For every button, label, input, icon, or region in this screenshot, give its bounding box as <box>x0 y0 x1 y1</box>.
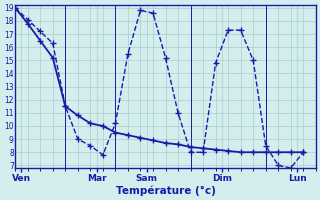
X-axis label: Température (°c): Température (°c) <box>116 185 215 196</box>
